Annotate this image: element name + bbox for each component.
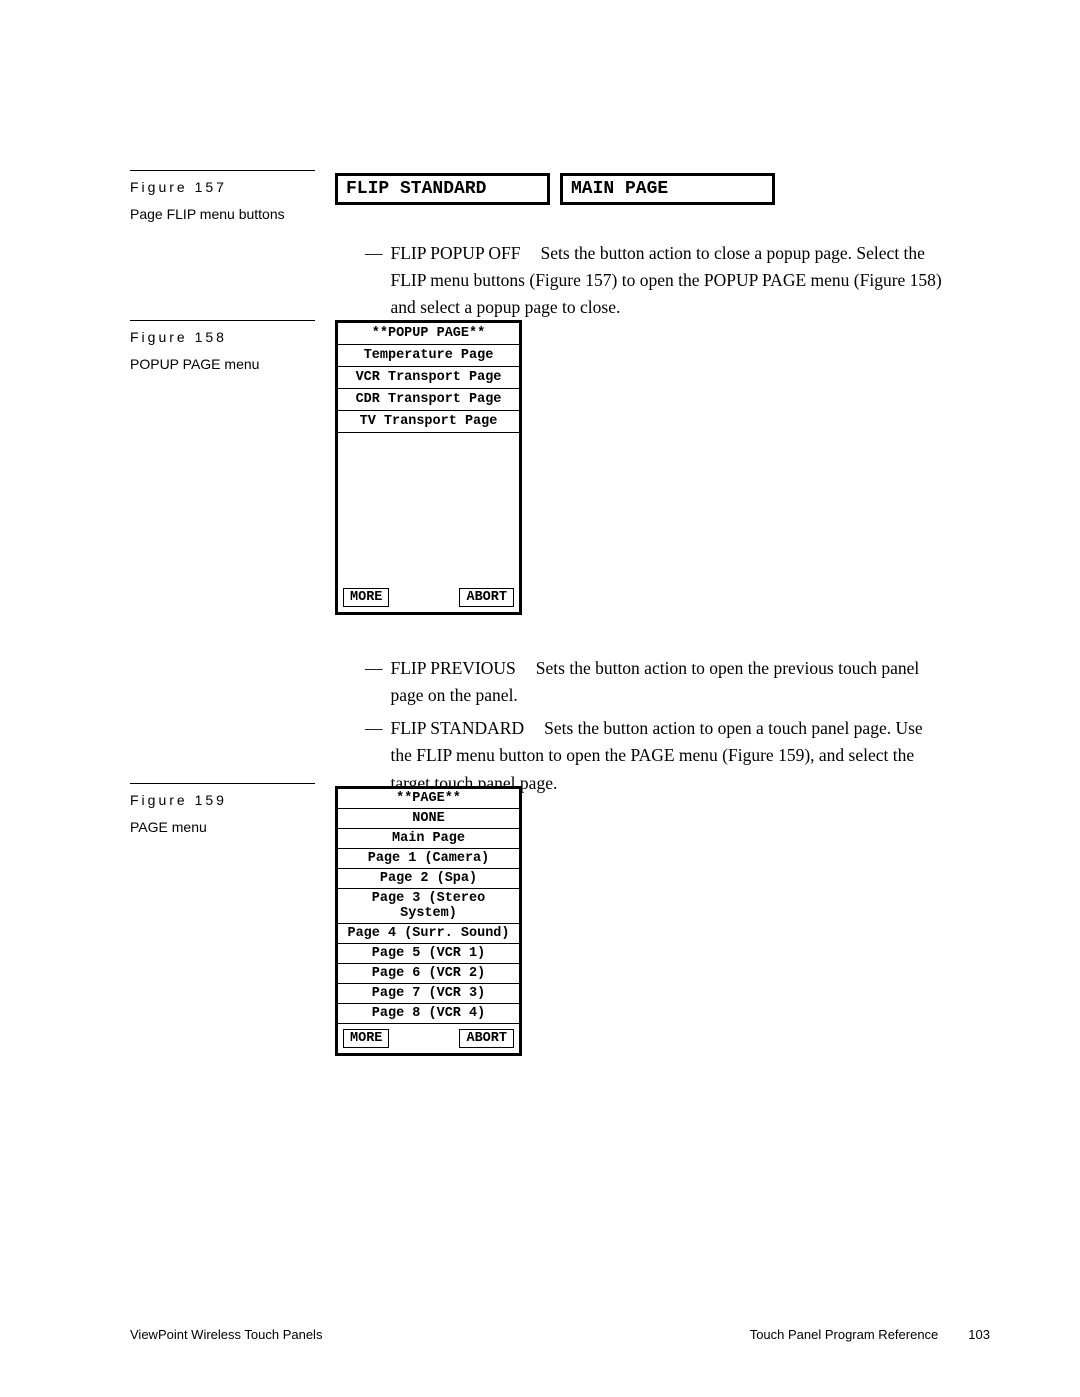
page-menu-item[interactable]: Page 5 (VCR 1) (338, 944, 519, 964)
figure-158-label-block: Figure 158 POPUP PAGE menu (130, 320, 315, 375)
page-menu: **PAGE** NONE Main Page Page 1 (Camera) … (335, 786, 522, 1056)
figure-157-caption: Page FLIP menu buttons (130, 205, 315, 225)
abort-button[interactable]: ABORT (459, 1029, 514, 1048)
figure-159-label: Figure 159 (130, 792, 315, 808)
page-menu-item[interactable]: Page 4 (Surr. Sound) (338, 924, 519, 944)
flip-standard-term: FLIP STANDARD (391, 718, 525, 738)
figure-159-caption: PAGE menu (130, 818, 315, 838)
figure-rule (130, 170, 315, 171)
page-footer: ViewPoint Wireless Touch Panels Touch Pa… (130, 1327, 990, 1342)
bullet-dash: — (335, 240, 391, 321)
menu-spacer (338, 433, 519, 583)
flip-menu-button-row: FLIP STANDARD MAIN PAGE (335, 173, 945, 205)
popup-page-menu: **POPUP PAGE** Temperature Page VCR Tran… (335, 320, 522, 615)
main-page-button[interactable]: MAIN PAGE (560, 173, 775, 205)
figure-159-label-block: Figure 159 PAGE menu (130, 783, 315, 838)
figure-158-label: Figure 158 (130, 329, 315, 345)
document-page: Figure 157 Page FLIP menu buttons FLIP S… (0, 0, 1080, 1397)
figure-157-label: Figure 157 (130, 179, 315, 195)
popup-menu-item[interactable]: Temperature Page (338, 345, 519, 367)
page-menu-item[interactable]: NONE (338, 809, 519, 829)
figure-159-content: **PAGE** NONE Main Page Page 1 (Camera) … (335, 786, 945, 1056)
footer-left: ViewPoint Wireless Touch Panels (130, 1327, 322, 1342)
page-menu-item[interactable]: Page 6 (VCR 2) (338, 964, 519, 984)
more-button[interactable]: MORE (343, 588, 389, 607)
flip-previous-standard-block: — FLIP PREVIOUSSets the button action to… (335, 655, 945, 797)
footer-page-number: 103 (968, 1327, 990, 1342)
popup-menu-title: **POPUP PAGE** (338, 323, 519, 345)
figure-157-label-block: Figure 157 Page FLIP menu buttons (130, 170, 315, 225)
flip-standard-button[interactable]: FLIP STANDARD (335, 173, 550, 205)
figure-rule (130, 320, 315, 321)
more-button[interactable]: MORE (343, 1029, 389, 1048)
popup-menu-item[interactable]: VCR Transport Page (338, 367, 519, 389)
popup-menu-footer: MORE ABORT (338, 583, 519, 612)
footer-right-text: Touch Panel Program Reference (750, 1327, 939, 1342)
abort-button[interactable]: ABORT (459, 588, 514, 607)
page-menu-title: **PAGE** (338, 789, 519, 809)
figure-158-caption: POPUP PAGE menu (130, 355, 315, 375)
page-menu-item[interactable]: Page 1 (Camera) (338, 849, 519, 869)
figure-158-content: **POPUP PAGE** Temperature Page VCR Tran… (335, 320, 945, 803)
page-menu-item[interactable]: Page 7 (VCR 3) (338, 984, 519, 1004)
flip-popup-off-term: FLIP POPUP OFF (391, 243, 521, 263)
page-menu-item[interactable]: Page 2 (Spa) (338, 869, 519, 889)
bullet-dash: — (335, 655, 391, 709)
page-menu-footer: MORE ABORT (338, 1023, 519, 1053)
flip-previous-term: FLIP PREVIOUS (391, 658, 516, 678)
popup-menu-item[interactable]: CDR Transport Page (338, 389, 519, 411)
figure-157-content: FLIP STANDARD MAIN PAGE — FLIP POPUP OFF… (335, 173, 945, 327)
bullet-dash: — (335, 715, 391, 796)
flip-popup-off-paragraph: — FLIP POPUP OFFSets the button action t… (335, 240, 945, 321)
popup-menu-item[interactable]: TV Transport Page (338, 411, 519, 433)
page-menu-item[interactable]: Main Page (338, 829, 519, 849)
page-menu-item[interactable]: Page 8 (VCR 4) (338, 1004, 519, 1023)
page-menu-item[interactable]: Page 3 (Stereo System) (338, 889, 519, 924)
figure-rule (130, 783, 315, 784)
